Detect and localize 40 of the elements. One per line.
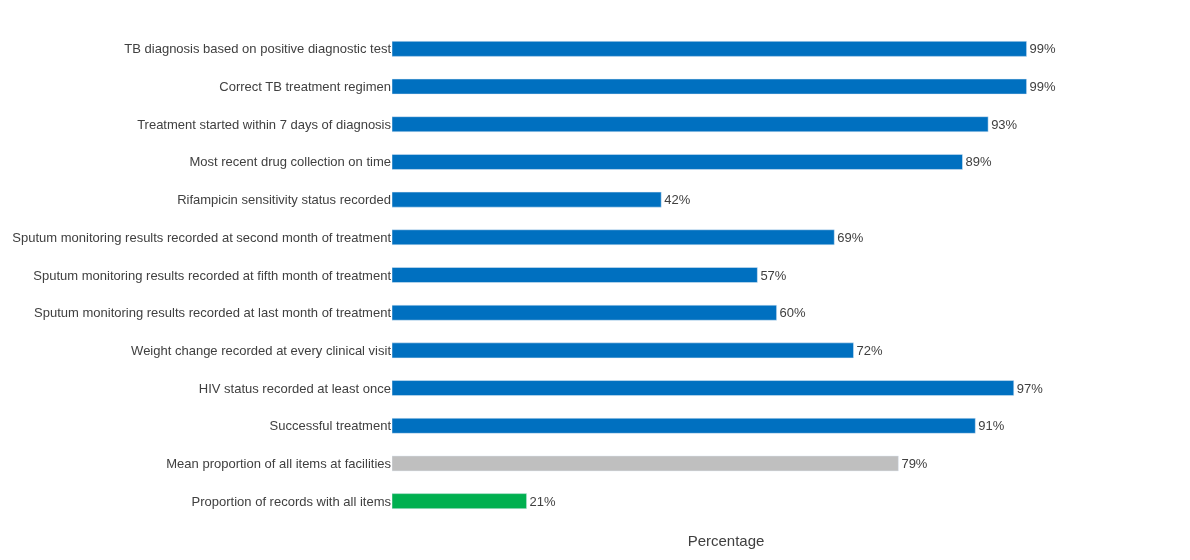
data-label: 99% bbox=[1029, 79, 1057, 95]
y-tick-label: Sputum monitoring results recorded at last month of treatment bbox=[34, 305, 392, 321]
bar bbox=[392, 229, 835, 246]
x-axis-title: Percentage bbox=[687, 532, 765, 549]
data-label: 99% bbox=[1029, 41, 1057, 57]
bar bbox=[392, 78, 1027, 95]
y-tick-label: TB diagnosis based on positive diagnostic test bbox=[124, 41, 392, 57]
bar bbox=[392, 493, 527, 509]
y-tick-label: Sputum monitoring results recorded at second month of treatment bbox=[12, 229, 392, 245]
y-tick-label: Successful treatment bbox=[269, 418, 392, 434]
data-label: 91% bbox=[978, 418, 1005, 434]
bar bbox=[392, 342, 854, 359]
data-label: 21% bbox=[529, 493, 557, 509]
data-label: 93% bbox=[991, 116, 1018, 132]
bar bbox=[392, 154, 963, 170]
bar bbox=[392, 191, 662, 208]
y-tick-label: Most recent drug collection on time bbox=[189, 154, 391, 170]
data-label: 69% bbox=[837, 229, 864, 245]
y-tick-label: Treatment started within 7 days of diagnosis bbox=[137, 116, 392, 132]
y-tick-label: Weight change recorded at every clinical visit bbox=[131, 342, 392, 358]
y-tick-label: Sputum monitoring results recorded at fifth month of treatment bbox=[33, 267, 392, 283]
data-label: 72% bbox=[856, 342, 883, 358]
bar bbox=[392, 41, 1027, 57]
data-label: 60% bbox=[779, 305, 807, 321]
bar bbox=[392, 304, 777, 321]
data-label: 89% bbox=[965, 154, 992, 170]
bar bbox=[392, 417, 976, 434]
y-tick-label: Mean proportion of all items at facilities bbox=[166, 456, 392, 472]
data-label: 42% bbox=[664, 192, 691, 208]
data-label: 79% bbox=[901, 455, 928, 471]
y-tick-label: HIV status recorded at least once bbox=[198, 380, 391, 396]
bar bbox=[392, 380, 1015, 396]
bar bbox=[392, 116, 989, 133]
data-label: 97% bbox=[1016, 380, 1044, 396]
bar bbox=[392, 267, 758, 283]
bar bbox=[392, 455, 899, 472]
y-tick-label: Rifampicin sensitivity status recorded bbox=[177, 192, 391, 208]
y-tick-label: Correct TB treatment regimen bbox=[219, 79, 391, 95]
data-label: 57% bbox=[760, 267, 787, 283]
y-tick-label: Proportion of records with all items bbox=[191, 493, 392, 509]
